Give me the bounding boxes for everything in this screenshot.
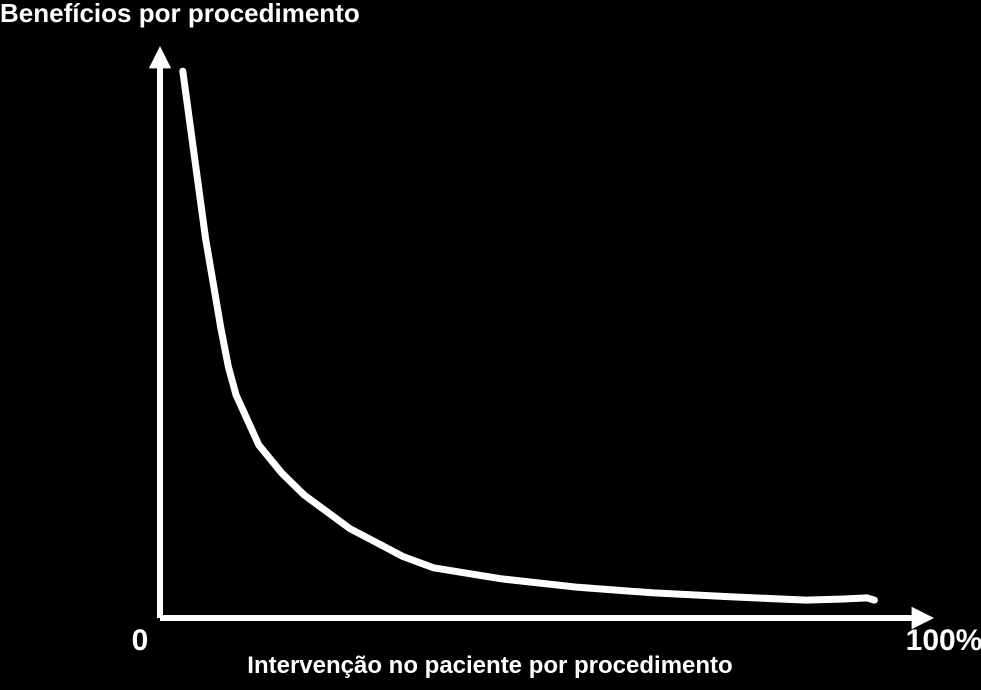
chart-container: Benefícios por procedimento Intervenção … (0, 0, 981, 690)
x-tick-origin: 0 (132, 624, 149, 658)
chart-x-title: Intervenção no paciente por procedimento (247, 652, 732, 680)
chart-svg (0, 0, 981, 690)
chart-background (0, 0, 981, 690)
x-tick-max: 100% (906, 624, 981, 658)
chart-y-title: Benefícios por procedimento (0, 0, 360, 29)
